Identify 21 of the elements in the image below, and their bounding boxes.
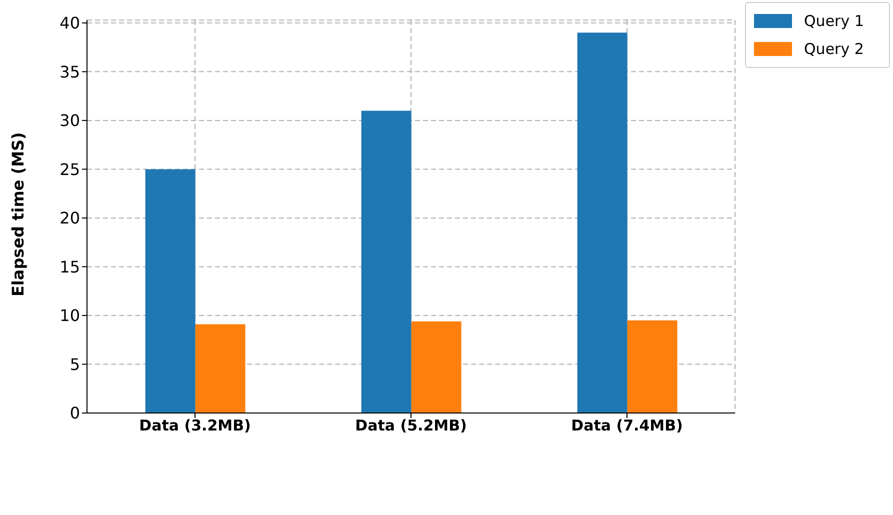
bar bbox=[361, 110, 412, 413]
y-tick-label: 30 bbox=[60, 111, 80, 130]
x-tick-label: Data (3.2MB) bbox=[139, 416, 251, 435]
y-tick-label: 15 bbox=[60, 257, 80, 276]
y-tick-label: 25 bbox=[60, 160, 80, 179]
y-tick-label: 5 bbox=[70, 354, 80, 374]
legend-label: Query 2 bbox=[804, 40, 864, 58]
legend-label: Query 1 bbox=[804, 12, 864, 30]
bar bbox=[577, 32, 628, 413]
y-tick-label: 40 bbox=[60, 14, 80, 33]
y-tick-label: 20 bbox=[60, 208, 80, 228]
y-tick-label: 0 bbox=[70, 404, 80, 423]
bar bbox=[195, 324, 246, 413]
y-axis-title: Elapsed time (MS) bbox=[8, 132, 28, 296]
y-tick-label: 10 bbox=[60, 306, 80, 326]
bar bbox=[145, 169, 196, 413]
x-tick-label: Data (5.2MB) bbox=[355, 416, 467, 435]
x-tick-label: Data (7.4MB) bbox=[571, 416, 683, 435]
y-tick-label: 35 bbox=[60, 62, 80, 82]
bar bbox=[627, 320, 678, 413]
bar bbox=[411, 321, 462, 413]
